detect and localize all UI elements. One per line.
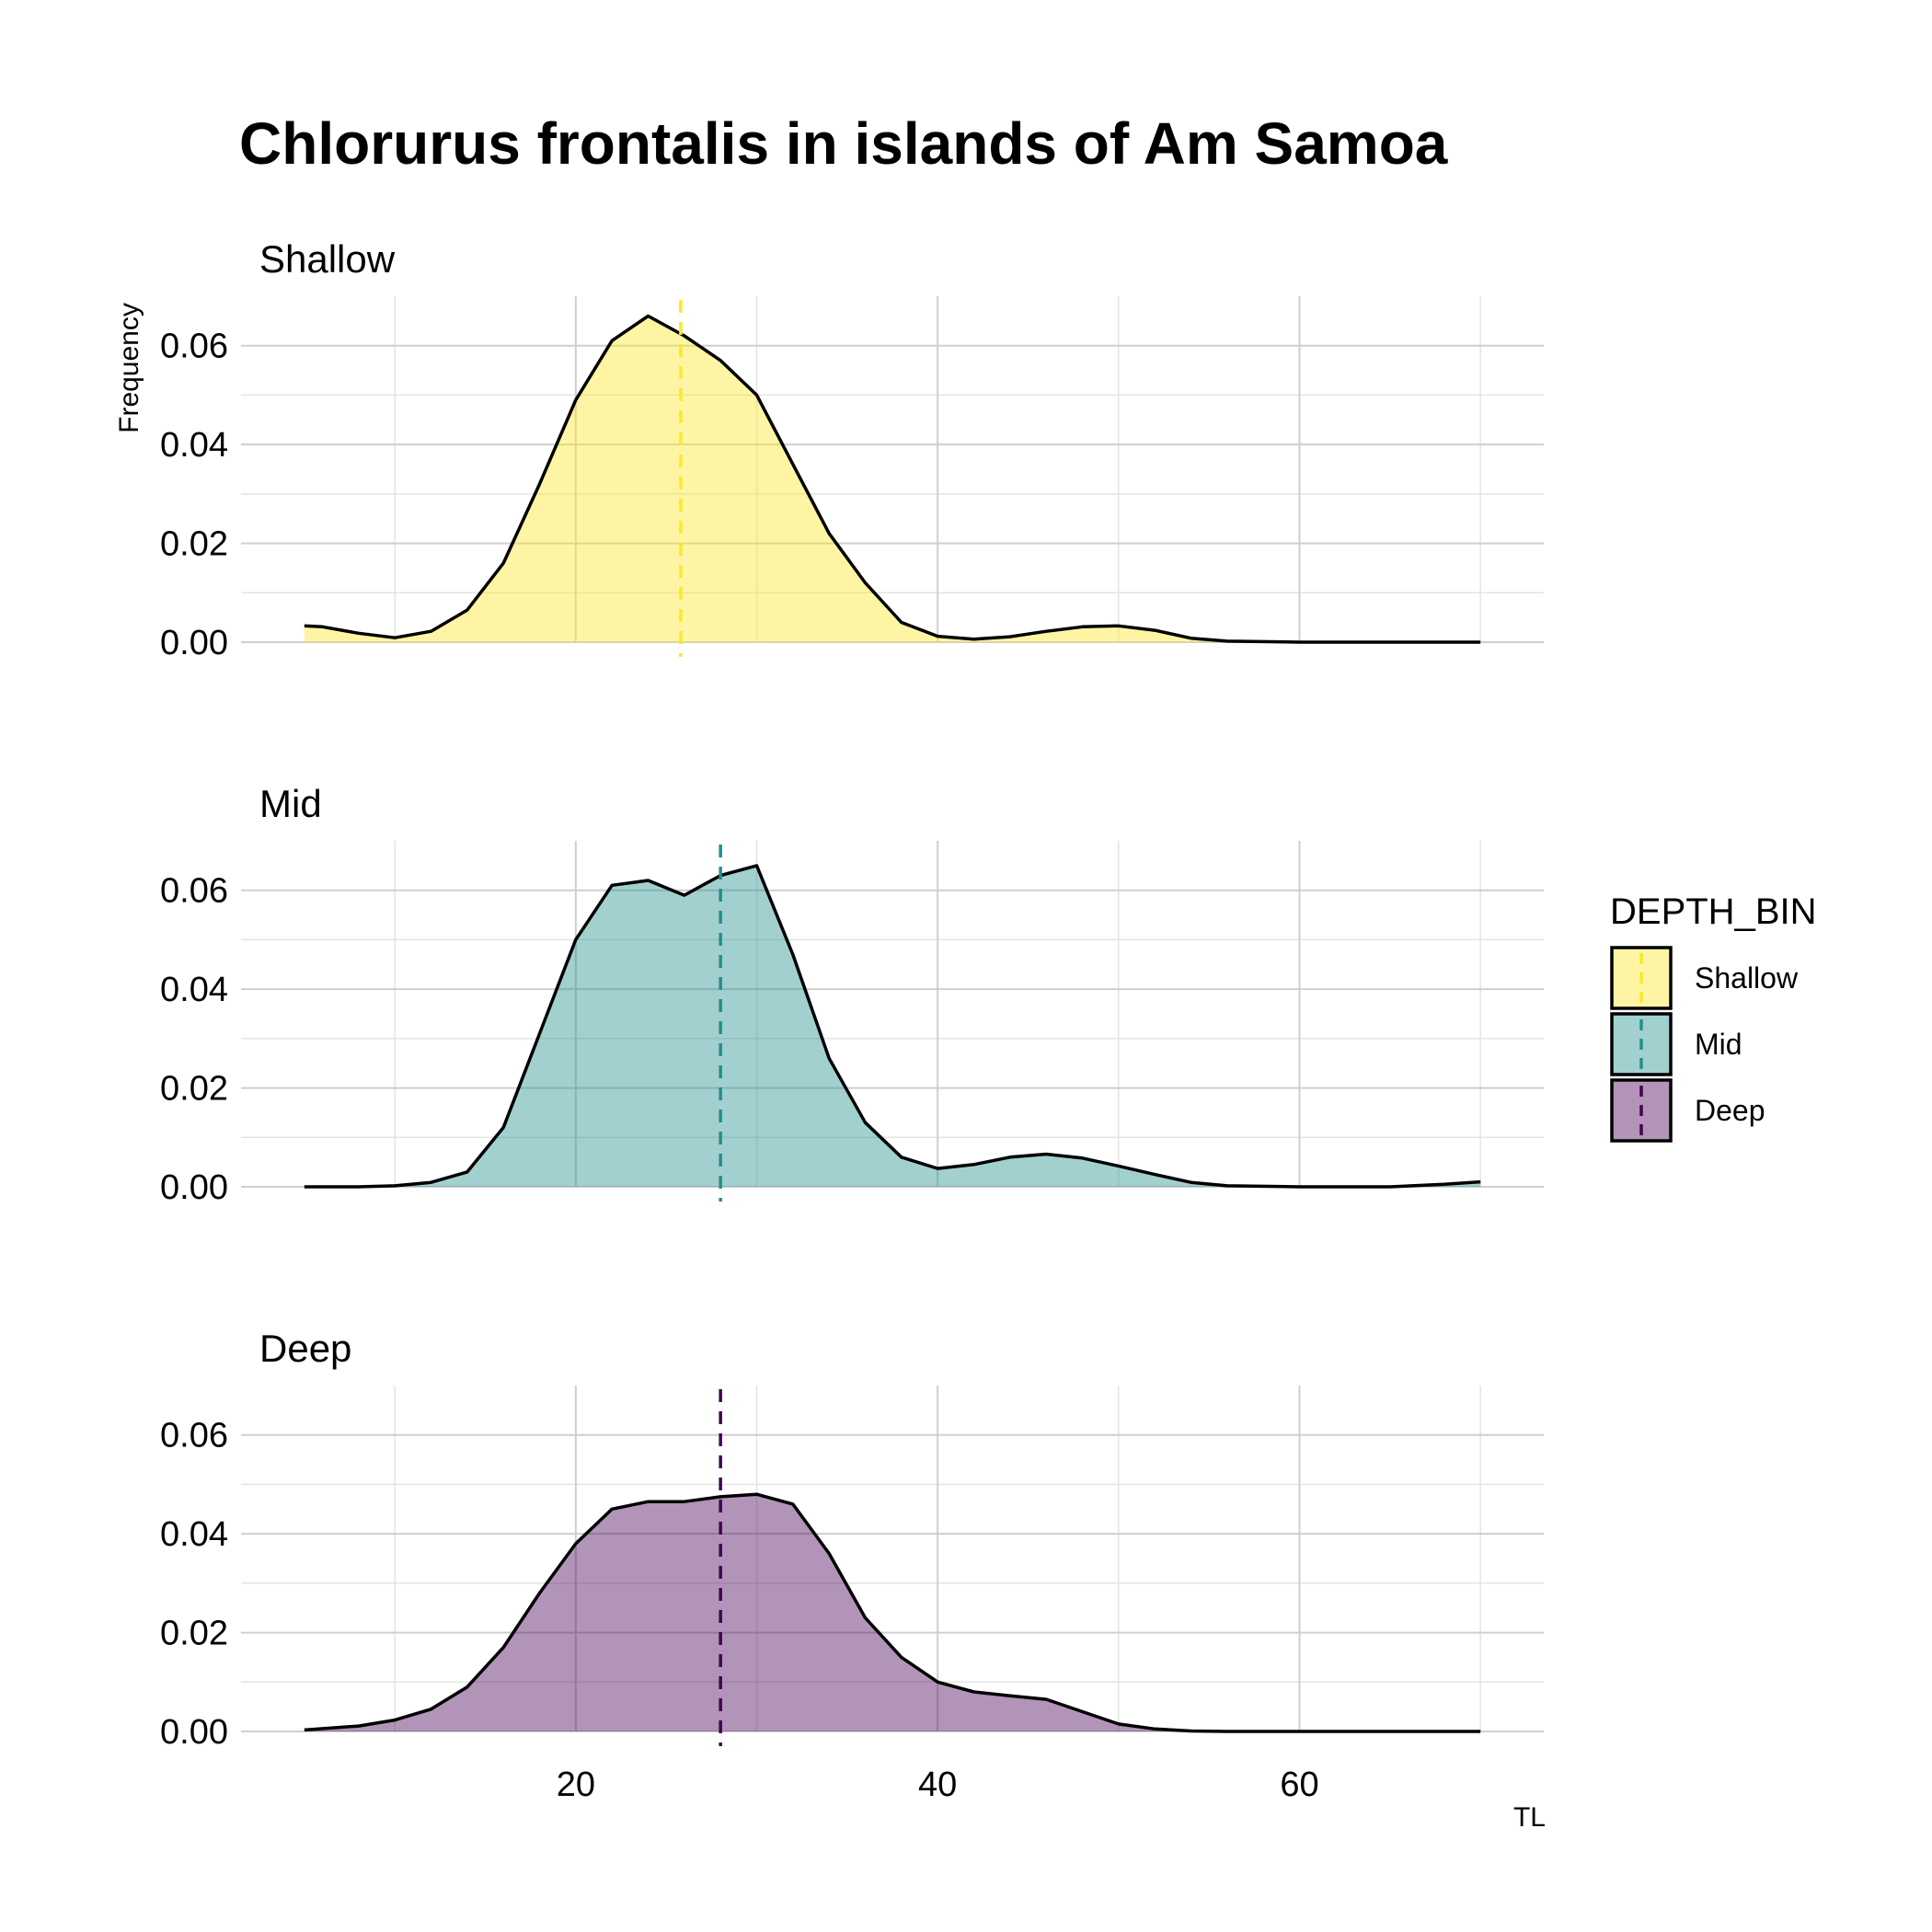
- density-line: [304, 314, 1481, 644]
- legend-item-shallow: Shallow: [1610, 946, 1799, 1010]
- density-line: [304, 864, 1481, 1189]
- y-tick-label: 0.06: [160, 328, 228, 366]
- y-tick-label: 0.06: [160, 872, 228, 911]
- density-area: [304, 1494, 1481, 1731]
- density-line: [304, 1492, 1481, 1733]
- panel-strip-label: Mid: [259, 782, 322, 825]
- x-tick-label: 20: [557, 1765, 595, 1804]
- panel-shallow: Shallow 0.00 0.02 0.04 0.06: [160, 237, 1544, 662]
- y-tick-label: 0.00: [160, 1168, 228, 1207]
- x-tick-label: 60: [1280, 1765, 1318, 1804]
- chart-title: Chlorurus frontalis in islands of Am Sam…: [239, 110, 1448, 177]
- x-tick-label: 40: [918, 1765, 957, 1804]
- legend-item-mid: Mid: [1610, 1012, 1742, 1076]
- y-tick-label: 0.06: [160, 1417, 228, 1455]
- y-axis-label: Frequency: [114, 303, 144, 433]
- panels: Shallow 0.00 0.02 0.04 0.06 Mid 0.00 0.02 0.04 0.…: [160, 237, 1544, 1752]
- panel-mid: Mid 0.00 0.02 0.04 0.06: [160, 782, 1544, 1207]
- density-area: [304, 316, 1481, 642]
- y-tick-label: 0.04: [160, 1515, 228, 1554]
- y-tick-label: 0.00: [160, 624, 228, 662]
- y-tick-label: 0.04: [160, 971, 228, 1009]
- panel-strip-label: Deep: [259, 1327, 351, 1370]
- x-axis-label: TL: [1513, 1802, 1546, 1833]
- panel-strip-label: Shallow: [259, 237, 396, 281]
- y-tick-label: 0.00: [160, 1713, 228, 1752]
- y-tick-label: 0.04: [160, 426, 228, 465]
- legend-label: Mid: [1695, 1028, 1742, 1061]
- y-tick-label: 0.02: [160, 1615, 228, 1653]
- legend-item-deep: Deep: [1610, 1078, 1765, 1143]
- legend-label: Deep: [1695, 1094, 1765, 1127]
- y-tick-label: 0.02: [160, 1070, 228, 1109]
- legend: DEPTH_BIN Shallow Mid Deep: [1610, 891, 1817, 1143]
- panel-deep: Deep 0.00 0.02 0.04 0.06: [160, 1327, 1544, 1752]
- density-area: [304, 865, 1481, 1187]
- legend-label: Shallow: [1695, 961, 1799, 995]
- legend-title: DEPTH_BIN: [1610, 891, 1817, 932]
- y-tick-label: 0.02: [160, 525, 228, 564]
